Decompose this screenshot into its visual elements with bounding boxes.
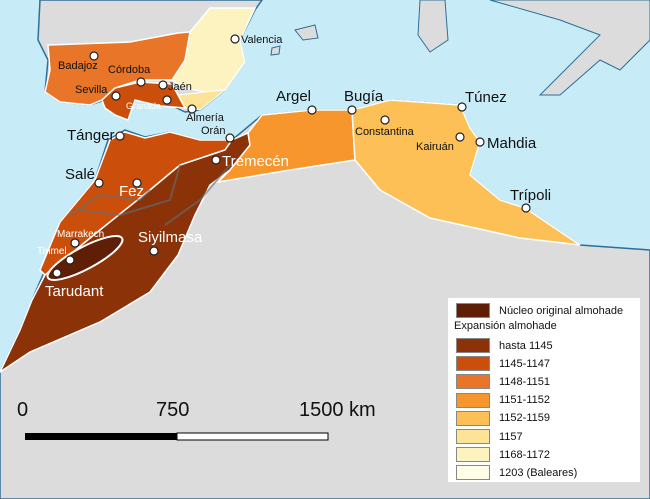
region-granada-1145-1147 (101, 81, 187, 121)
italy-sicily (489, 0, 650, 96)
legend-label: 1148-1151 (499, 375, 550, 388)
label-tunez: Túnez (465, 89, 507, 106)
legend-label: 1168-1172 (499, 448, 550, 461)
label-mahdia: Mahdia (487, 135, 537, 152)
legend-swatch (456, 465, 490, 481)
label-tanger: Tánger (67, 127, 115, 144)
label-tremecen: Tremecén (222, 153, 289, 170)
legend-swatch (456, 338, 490, 353)
label-jaen: Jaén (168, 81, 192, 93)
city-dot-sale[interactable] (94, 178, 104, 188)
city-dot-tripoli[interactable] (521, 203, 531, 213)
label-argel: Argel (276, 88, 312, 105)
city-dot-sevilla[interactable] (111, 91, 121, 101)
legend-swatch (456, 374, 490, 390)
region-1148-1151 (44, 31, 191, 106)
label-oran: Orán (201, 125, 226, 137)
balearic-islands (270, 24, 319, 56)
sardinia (417, 0, 449, 53)
city-dot-fez[interactable] (132, 178, 142, 188)
legend-label: 1203 (Baleares) (499, 466, 578, 479)
city-dot-argel[interactable] (307, 105, 317, 115)
legend-item: 1151-1152 (456, 392, 550, 408)
scale-tick-1500: 1500 km (299, 399, 376, 421)
city-dot-marrakech[interactable] (70, 238, 80, 248)
legend-swatch (456, 429, 490, 444)
city-dot-almeria[interactable] (187, 104, 197, 114)
city-dot-tinmel[interactable] (65, 255, 75, 265)
legend-swatch (456, 447, 490, 463)
label-kairuan: Kairuán (416, 141, 454, 153)
region-1151-1152 (215, 109, 356, 184)
city-markers (52, 34, 531, 278)
scale-bar-black (25, 433, 177, 440)
label-bugia: Bugía (344, 88, 384, 105)
city-dot-mahdia[interactable] (475, 137, 485, 147)
legend-item: 1168-1172 (456, 447, 550, 463)
city-dot-tremecen[interactable] (211, 155, 221, 165)
legend-item: 1148-1151 (456, 374, 550, 390)
internal-border (69, 164, 231, 226)
region-core (46, 235, 124, 281)
label-sale: Salé (65, 166, 96, 183)
label-constantina: Constantina (355, 126, 414, 138)
city-dot-jaen[interactable] (158, 80, 168, 90)
label-almeria: Almería (186, 112, 224, 124)
scale-bar-white (176, 432, 329, 441)
scale-tick-750: 750 (156, 399, 190, 421)
label-granada: Granada (126, 101, 162, 111)
city-dot-badajoz[interactable] (89, 51, 99, 61)
city-dot-oran[interactable] (225, 133, 235, 143)
city-dot-tanger[interactable] (115, 131, 125, 141)
legend-label: Núcleo original almohade (499, 304, 624, 317)
label-tripoli: Trípoli (510, 187, 552, 204)
legend-heading: Expansión almohade (454, 320, 557, 332)
city-dot-tunez[interactable] (457, 102, 467, 112)
city-dot-tarudant[interactable] (52, 268, 62, 278)
legend-label: 1151-1152 (499, 394, 550, 407)
legend-swatch (456, 303, 490, 318)
label-badajoz: Badajoz (58, 60, 98, 72)
legend-item: 1145-1147 (456, 356, 550, 372)
legend-item: 1203 (Baleares) (456, 465, 578, 481)
city-dot-valencia[interactable] (230, 34, 240, 44)
legend-item: hasta 1145 (456, 338, 553, 353)
legend-item: 1152-1159 (456, 410, 550, 426)
city-dot-granada[interactable] (162, 95, 172, 105)
label-valencia: Valencia (241, 34, 283, 46)
legend-swatch (456, 410, 490, 426)
legend-core: Núcleo original almohade (456, 303, 623, 318)
legend-label: 1157 (499, 430, 523, 443)
legend-label: 1152-1159 (499, 412, 550, 425)
scale-tick-0: 0 (17, 399, 29, 421)
city-dot-cordoba[interactable] (136, 77, 146, 87)
legend-item: 1157 (456, 429, 523, 444)
label-cordoba: Córdoba (108, 64, 151, 76)
legend-swatch (456, 392, 490, 408)
legend-label: 1145-1147 (499, 357, 550, 370)
label-sevilla: Sevilla (75, 84, 108, 96)
map-legend: Núcleo original almohade Expansión almoh… (447, 297, 641, 483)
label-fez: Fez (119, 183, 145, 200)
city-dot-kairuan[interactable] (455, 132, 465, 142)
label-tinmel: Tinmel (37, 246, 67, 257)
city-dot-siyilmasa[interactable] (149, 246, 159, 256)
label-tarudant: Tarudant (45, 283, 104, 300)
legend-label: hasta 1145 (499, 339, 553, 352)
label-siyilmasa: Siyilmasa (138, 229, 203, 246)
city-dot-constantina[interactable] (380, 115, 390, 125)
label-marrakech: Marrakech (57, 229, 105, 240)
legend-swatch (456, 356, 490, 372)
city-dot-bugia[interactable] (347, 105, 357, 115)
